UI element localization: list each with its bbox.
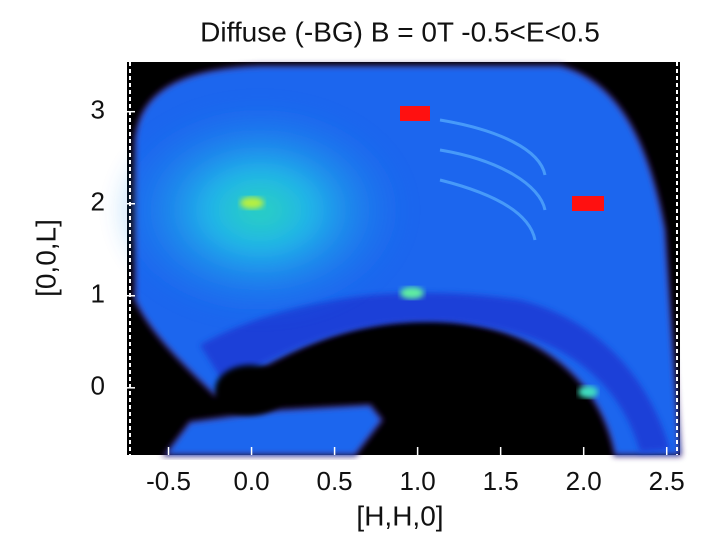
x-tick-label: 1.0: [400, 466, 436, 496]
x-axis-label: [H,H,0]: [356, 500, 443, 531]
y-tick-label: 1: [91, 279, 105, 309]
heatmap-image: [110, 62, 682, 457]
x-tick-label: 2.0: [566, 466, 602, 496]
x-tick-label: 2.5: [649, 466, 685, 496]
y-tick-label: 3: [91, 95, 105, 125]
x-tick-label: 1.5: [483, 466, 519, 496]
x-tick-label: 0.0: [233, 466, 269, 496]
x-tick-label: 0.5: [317, 466, 353, 496]
y-axis-label: [0,0,L]: [30, 219, 61, 297]
chart-title: Diffuse (-BG) B = 0T -0.5<E<0.5: [200, 16, 600, 47]
x-tick-label: -0.5: [146, 466, 191, 496]
y-tick-label: 0: [91, 371, 105, 401]
y-tick-label: 2: [91, 187, 105, 217]
